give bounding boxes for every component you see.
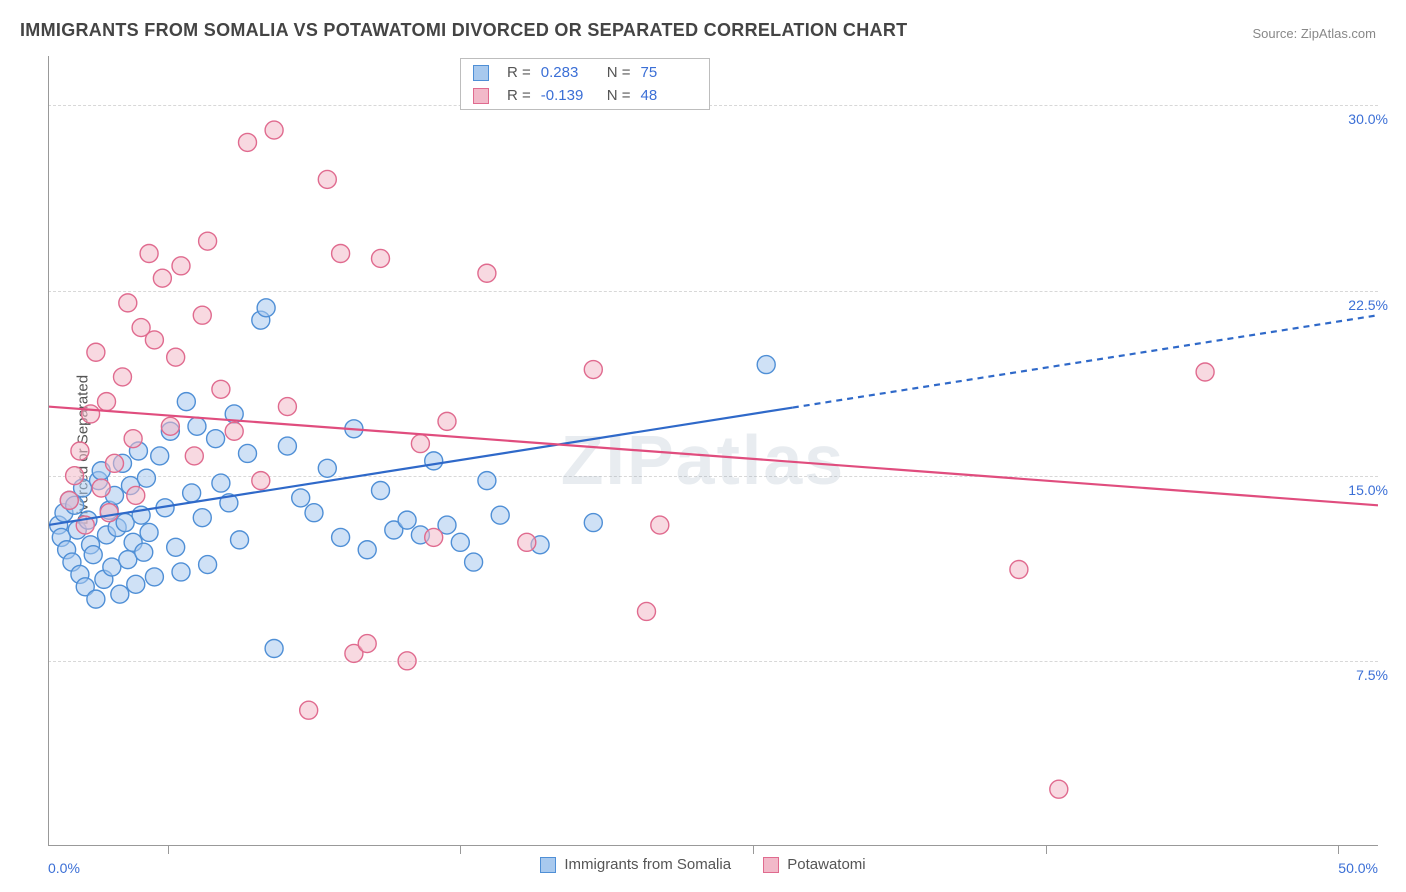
legend-swatch-a xyxy=(540,857,556,873)
n-label: N = xyxy=(607,87,631,104)
y-tick-label: 22.5% xyxy=(1348,297,1388,313)
legend-item-b: Potawatomi xyxy=(763,856,865,873)
legend-label-a: Immigrants from Somalia xyxy=(564,856,731,873)
x-tick xyxy=(460,846,461,854)
source-credit: Source: ZipAtlas.com xyxy=(1252,26,1376,41)
n-label: N = xyxy=(607,64,631,81)
r-value-a: 0.283 xyxy=(541,64,597,81)
r-label: R = xyxy=(507,87,531,104)
x-tick xyxy=(753,846,754,854)
r-value-b: -0.139 xyxy=(541,87,597,104)
swatch-series-b xyxy=(473,88,489,104)
n-value-a: 75 xyxy=(641,64,697,81)
x-tick xyxy=(1338,846,1339,854)
legend-swatch-b xyxy=(763,857,779,873)
chart-title: IMMIGRANTS FROM SOMALIA VS POTAWATOMI DI… xyxy=(20,20,907,41)
stats-row-series-b: R = -0.139 N = 48 xyxy=(461,84,709,107)
correlation-stats-box: R = 0.283 N = 75 R = -0.139 N = 48 xyxy=(460,58,710,110)
legend-label-b: Potawatomi xyxy=(787,856,865,873)
y-tick-label: 7.5% xyxy=(1356,667,1388,683)
n-value-b: 48 xyxy=(641,87,697,104)
chart-container: IMMIGRANTS FROM SOMALIA VS POTAWATOMI DI… xyxy=(0,0,1406,892)
y-tick-label: 30.0% xyxy=(1348,111,1388,127)
r-label: R = xyxy=(507,64,531,81)
legend-item-a: Immigrants from Somalia xyxy=(540,856,731,873)
x-tick xyxy=(168,846,169,854)
chart-axes-frame xyxy=(48,56,1378,846)
swatch-series-a xyxy=(473,65,489,81)
y-tick-label: 15.0% xyxy=(1348,482,1388,498)
source-name: ZipAtlas.com xyxy=(1301,26,1376,41)
x-tick xyxy=(1046,846,1047,854)
legend-bottom: Immigrants from Somalia Potawatomi xyxy=(0,856,1406,877)
stats-row-series-a: R = 0.283 N = 75 xyxy=(461,61,709,84)
source-label: Source: xyxy=(1252,26,1300,41)
